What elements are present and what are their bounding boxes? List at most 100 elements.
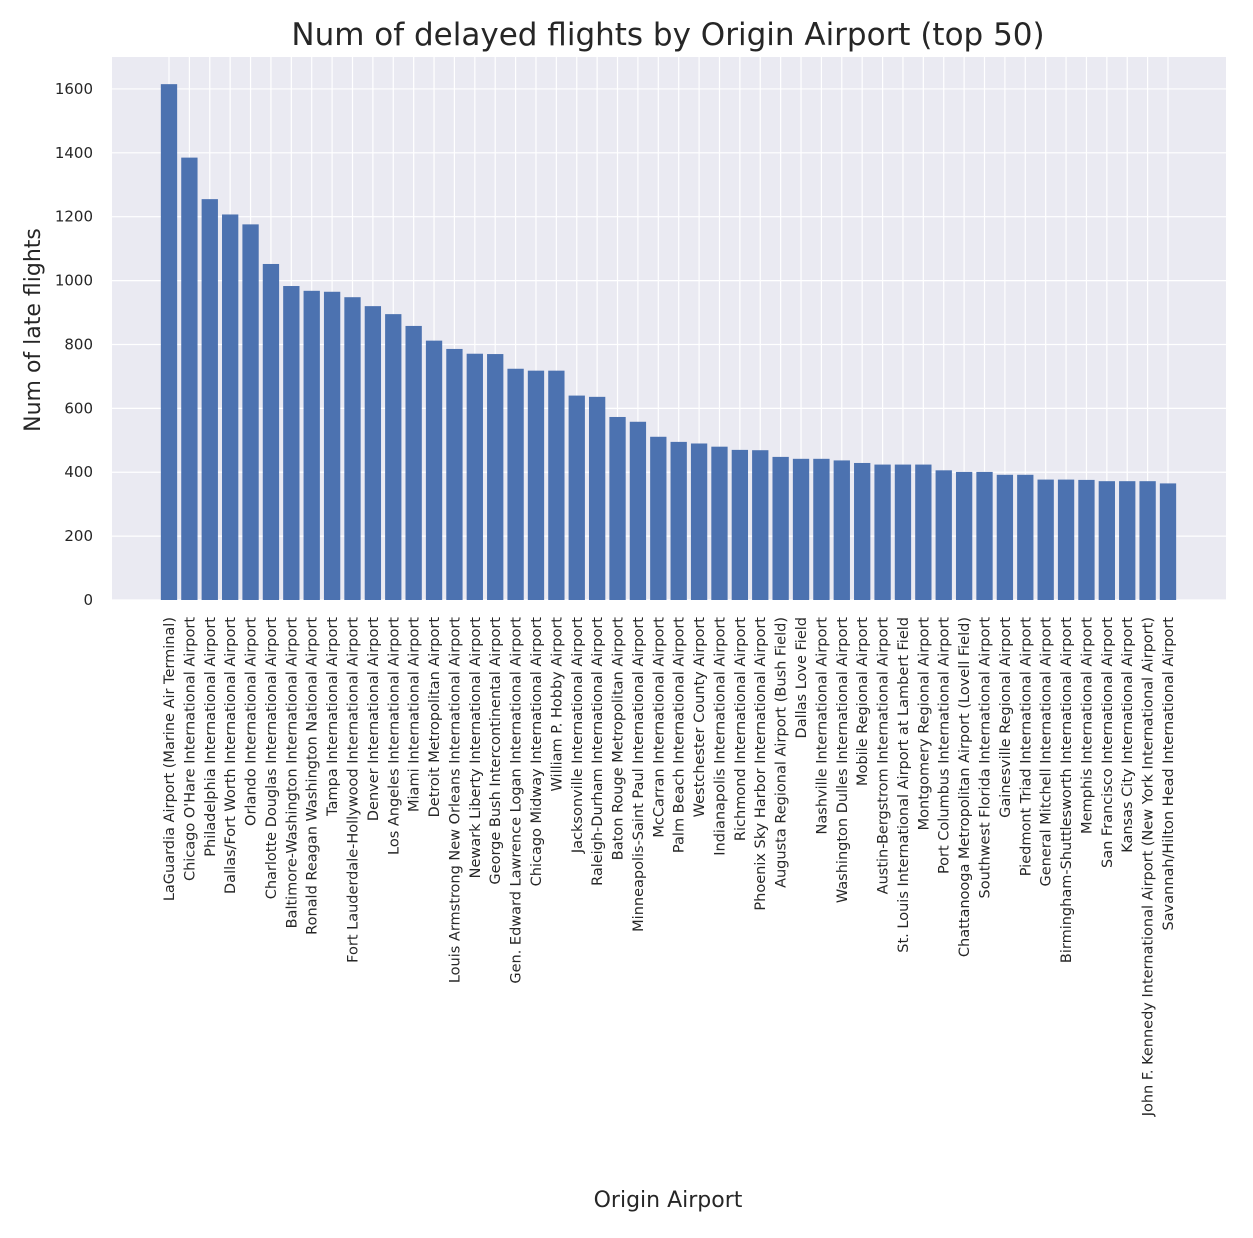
bar: [181, 157, 198, 601]
bar: [222, 214, 239, 600]
x-tick-label: Westchester County Airport: [692, 617, 708, 818]
x-tick-label: Birmingham-Shuttlesworth International A…: [1059, 617, 1075, 963]
bar: [588, 396, 606, 600]
bar: [242, 224, 259, 600]
x-tick-label: George Bush Intercontinental Airport: [488, 617, 504, 885]
x-tick-label: Fort Lauderdale-Hollywood International …: [345, 617, 361, 963]
bar: [996, 474, 1014, 600]
bar: [466, 353, 483, 600]
bar: [833, 460, 850, 600]
bar: [344, 297, 361, 600]
bar: [1119, 481, 1136, 600]
x-tick-label: Nashville International Airport: [814, 617, 830, 835]
x-tick-label: Augusta Regional Airport (Bush Field): [774, 617, 790, 888]
bar: [1159, 483, 1177, 600]
bar: [690, 443, 708, 600]
x-tick-label: Philadelphia International Airport: [203, 617, 219, 857]
x-tick-label: Savannah/Hilton Head International Airpo…: [1161, 617, 1177, 931]
y-axis-title: Num of late flights: [21, 228, 46, 432]
x-axis-title: Origin Airport: [594, 1188, 743, 1213]
bar: [1017, 474, 1034, 600]
x-tick-label: Montgomery Regional Airport: [916, 617, 932, 831]
x-tick-label: Jacksonville International Airport: [570, 617, 586, 854]
y-tick-label: 600: [64, 399, 93, 417]
bar: [446, 348, 463, 600]
bar: [527, 370, 545, 600]
x-tick-label: Austin-Bergstrom International Airport: [876, 617, 892, 895]
bar: [894, 464, 912, 600]
y-tick-label: 0: [83, 591, 93, 609]
bar: [568, 395, 585, 600]
x-tick-label: Southwest Florida International Airport: [978, 617, 994, 899]
chart-title: Num of delayed flights by Origin Airport…: [291, 17, 1044, 53]
y-tick-label: 1000: [55, 272, 93, 290]
x-tick-label: Chicago O'Hare International Airport: [182, 617, 198, 881]
bar: [160, 84, 178, 600]
bar: [283, 286, 300, 600]
bar: [364, 306, 382, 600]
bar: [792, 458, 810, 600]
x-tick-label: Memphis International Airport: [1079, 617, 1095, 834]
bar: [1098, 481, 1115, 600]
bar: [385, 314, 402, 600]
x-tick-label: McCarran International Airport: [651, 617, 667, 838]
bar: [405, 325, 422, 600]
x-tick-label: John F. Kennedy International Airport (N…: [1141, 617, 1157, 1117]
x-tick-label: San Francisco International Airport: [1100, 617, 1116, 868]
bar: [650, 436, 667, 600]
y-tick-label: 1400: [55, 144, 93, 162]
x-tick-label: Gen. Edward Lawrence Logan International…: [509, 617, 525, 984]
bar: [609, 416, 626, 600]
x-tick-label: Mobile Regional Airport: [855, 617, 871, 786]
x-tick-label: Baton Rouge Metropolitan Airport: [611, 617, 627, 860]
y-tick-label: 400: [64, 463, 93, 481]
y-tick-label: 1200: [55, 208, 93, 226]
bar: [976, 471, 993, 600]
bar: [629, 421, 647, 600]
bar: [323, 291, 341, 600]
y-tick-label: 1600: [55, 80, 93, 98]
bar: [731, 449, 749, 600]
bar: [670, 441, 687, 600]
bar: [874, 464, 891, 600]
bar: [813, 458, 830, 600]
x-tick-label: Raleigh-Durham International Airport: [590, 617, 606, 886]
x-tick-label: Chattanooga Metropolitan Airport (Lovell…: [957, 617, 973, 957]
x-tick-label: Newark Liberty International Airport: [468, 617, 484, 879]
x-tick-label: Indianapolis International Airport: [712, 617, 728, 856]
bar: [262, 263, 280, 600]
x-tick-label: Louis Armstrong New Orleans Internationa…: [447, 617, 463, 983]
x-tick-label: Denver International Airport: [366, 617, 382, 821]
x-tick-label: Washington Dulles International Airport: [835, 617, 851, 903]
bar: [915, 464, 932, 600]
bar: [935, 470, 952, 600]
x-tick-label: Piedmont Triad International Airport: [1018, 617, 1034, 877]
bar: [487, 354, 504, 600]
x-tick-label: Richmond International Airport: [733, 617, 749, 841]
bar: [425, 340, 443, 600]
x-tick-label: Dallas/Fort Worth International Airport: [223, 617, 239, 894]
x-tick-label: Phoenix Sky Harbor International Airport: [753, 617, 769, 911]
x-tick-label: Miami International Airport: [407, 617, 423, 812]
bar: [201, 199, 218, 600]
bar: [1139, 481, 1156, 600]
x-tick-label: Chicago Midway International Airport: [529, 617, 545, 887]
y-tick-label: 200: [64, 527, 93, 545]
x-tick-label: Orlando International Airport: [244, 617, 260, 826]
bar: [854, 462, 871, 600]
x-tick-label: Los Angeles International Airport: [386, 617, 402, 855]
bar: [1037, 479, 1054, 600]
x-tick-label: Charlotte Douglas International Airport: [264, 617, 280, 900]
x-tick-label: William P. Hobby Airport: [549, 617, 565, 792]
x-tick-label: Port Columbus International Airport: [937, 617, 953, 874]
bar: [1057, 479, 1075, 600]
x-tick-label: St. Louis International Airport at Lambe…: [896, 617, 912, 953]
x-tick-label: Ronald Reagan Washington National Airpor…: [305, 617, 321, 935]
x-tick-label: Dallas Love Field: [794, 617, 810, 738]
bar: [955, 471, 973, 600]
x-tick-label: Baltimore-Washington International Airpo…: [284, 617, 300, 929]
x-tick-label: Gainesville Regional Airport: [998, 617, 1014, 818]
x-tick-label: LaGuardia Airport (Marine Air Terminal): [162, 617, 178, 901]
bar: [1078, 479, 1095, 600]
